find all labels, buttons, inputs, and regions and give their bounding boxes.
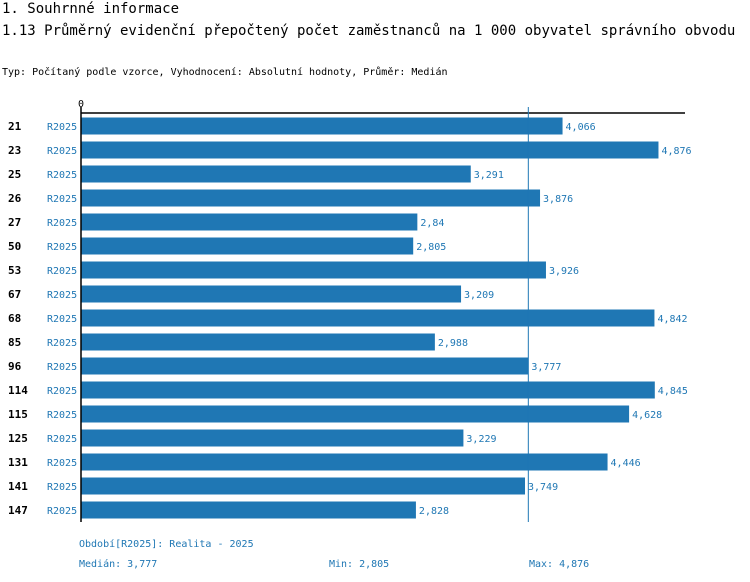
bar-115: [81, 405, 630, 423]
value-label: 3,209: [464, 290, 494, 301]
category-label: 141: [8, 480, 28, 493]
category-label: 50: [8, 240, 21, 253]
bar-21: [81, 117, 563, 135]
series-label: R2025: [47, 290, 77, 301]
series-label: R2025: [47, 506, 77, 517]
footer-max: Max: 4,876: [529, 559, 590, 570]
axis-zero-label: 0: [78, 99, 84, 110]
series-label: R2025: [47, 458, 77, 469]
value-label: 3,291: [474, 170, 504, 181]
category-label: 23: [8, 144, 21, 157]
category-label: 115: [8, 408, 28, 421]
bar-26: [81, 189, 541, 207]
footer-median: Medián: 3,777: [79, 559, 158, 570]
series-label: R2025: [47, 242, 77, 253]
bar-23: [81, 141, 659, 159]
value-label: 4,845: [658, 386, 688, 397]
series-label: R2025: [47, 410, 77, 421]
category-label: 25: [8, 168, 21, 181]
bar-25: [81, 165, 471, 183]
series-label: R2025: [47, 338, 77, 349]
value-label: 3,876: [543, 194, 573, 205]
value-label: 2,84: [420, 218, 444, 229]
bar-27: [81, 213, 418, 231]
series-label: R2025: [47, 482, 77, 493]
value-label: 3,749: [528, 482, 558, 493]
bar-67: [81, 285, 462, 303]
value-label: 4,842: [657, 314, 687, 325]
category-label: 67: [8, 288, 21, 301]
category-label: 96: [8, 360, 22, 373]
series-label: R2025: [47, 146, 77, 157]
value-label: 4,446: [611, 458, 641, 469]
category-label: 125: [8, 432, 28, 445]
value-label: 3,926: [549, 266, 579, 277]
chart-title: 1.13 Průměrný evidenční přepočtený počet…: [2, 23, 736, 39]
series-label: R2025: [47, 434, 77, 445]
bar-53: [81, 261, 546, 279]
bar-114: [81, 381, 655, 399]
bar-125: [81, 429, 464, 447]
series-label: R2025: [47, 266, 77, 277]
category-label: 147: [8, 504, 28, 517]
bar-141: [81, 477, 525, 495]
footer-period: Období[R2025]: Realita - 2025: [79, 539, 254, 550]
value-label: 2,988: [438, 338, 468, 349]
footer-min: Min: 2,805: [329, 559, 390, 570]
series-label: R2025: [47, 314, 77, 325]
chart-subtitle: Typ: Počítaný podle vzorce, Vyhodnocení:…: [2, 67, 448, 78]
category-label: 21: [8, 120, 22, 133]
series-label: R2025: [47, 218, 77, 229]
category-label: 131: [8, 456, 28, 469]
category-label: 114: [8, 384, 28, 397]
bar-68: [81, 309, 655, 327]
bar-147: [81, 501, 416, 519]
series-label: R2025: [47, 362, 77, 373]
value-label: 4,066: [566, 122, 596, 133]
value-label: 4,628: [632, 410, 662, 421]
value-label: 4,876: [661, 146, 691, 157]
series-label: R2025: [47, 194, 77, 205]
series-label: R2025: [47, 170, 77, 181]
bar-85: [81, 333, 435, 351]
value-label: 3,229: [466, 434, 496, 445]
value-label: 3,777: [531, 362, 561, 373]
category-label: 68: [8, 312, 21, 325]
category-label: 85: [8, 336, 21, 349]
value-label: 2,805: [416, 242, 446, 253]
bar-96: [81, 357, 529, 375]
section-heading: 1. Souhrnné informace: [2, 1, 180, 17]
series-label: R2025: [47, 386, 77, 397]
category-label: 53: [8, 264, 21, 277]
category-label: 27: [8, 216, 21, 229]
series-label: R2025: [47, 122, 77, 133]
bar-50: [81, 237, 414, 255]
category-label: 26: [8, 192, 22, 205]
bar-131: [81, 453, 608, 471]
value-label: 2,828: [419, 506, 449, 517]
